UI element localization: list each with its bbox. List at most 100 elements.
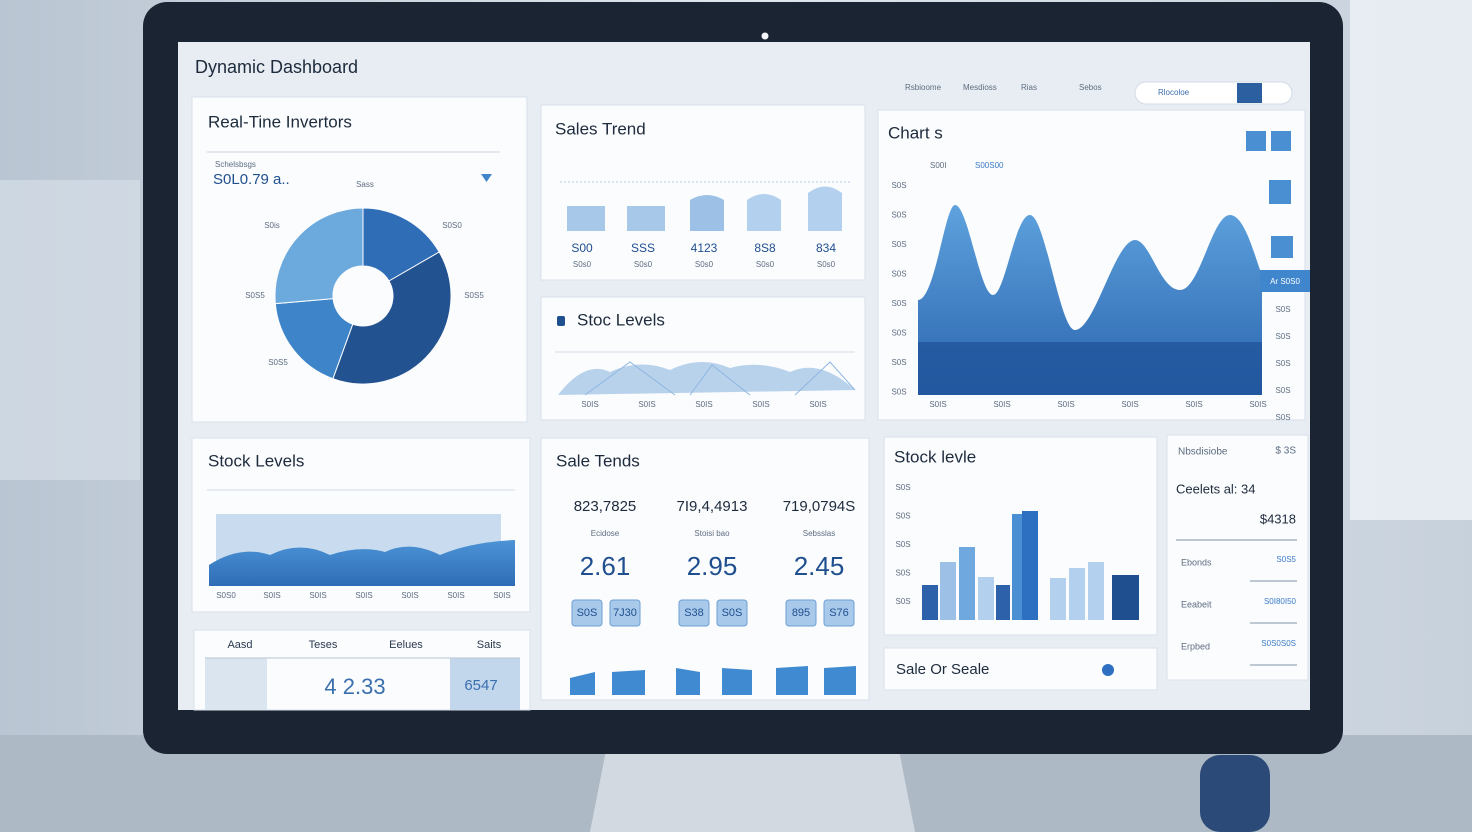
metric-sub: Ecidose — [591, 529, 620, 538]
metric-big: 2.45 — [794, 551, 845, 581]
axis-label: S0IS — [1185, 400, 1202, 409]
axis-label: S0S — [895, 512, 910, 521]
axis-label: S0S0 — [216, 591, 236, 600]
axis-label: S0IS — [447, 591, 464, 600]
bar-shape — [690, 195, 724, 231]
table-cell: 6547 — [464, 677, 497, 694]
panel-sales-trend — [540, 104, 866, 281]
axis-label: S0IS — [263, 591, 280, 600]
panel-title: Real-Tine Invertors — [208, 112, 352, 131]
bar-group — [922, 511, 1139, 620]
shelf — [0, 180, 140, 480]
window — [1350, 0, 1472, 520]
nav-item[interactable]: Rias — [1021, 83, 1037, 92]
axis-label: S0S — [895, 483, 910, 492]
row-value: S0S0S0S — [1261, 639, 1296, 648]
nav-item[interactable]: Sebos — [1079, 83, 1102, 92]
icon-button[interactable] — [1269, 180, 1291, 204]
panel-title: Stoc Levels — [577, 310, 665, 329]
axis-label: S0IS — [993, 400, 1010, 409]
chip — [823, 599, 855, 627]
side-badge: $ 3S — [1275, 446, 1296, 457]
bar-shape — [1069, 568, 1085, 620]
side-line: Ceelets al: 34 — [1176, 481, 1256, 496]
area-band — [918, 342, 1262, 395]
donut-segment — [332, 251, 452, 385]
camera — [761, 32, 769, 40]
trend-value: 4123 — [691, 241, 718, 255]
metric-big: 2.61 — [580, 551, 631, 581]
tooltip-text: Ar S0S0 — [1270, 277, 1300, 286]
metric-sub: Sebsslas — [803, 529, 835, 538]
trend-value: 8S8 — [754, 241, 776, 255]
chip-label: S0S — [722, 607, 743, 619]
donut-label: Sass — [356, 180, 374, 189]
mini-bars — [570, 666, 856, 695]
area-shape — [558, 361, 855, 395]
panel-title: Chart s — [888, 123, 943, 142]
trend-value: SSS — [631, 241, 655, 255]
donut-label: S0S0 — [442, 221, 462, 230]
axis-label: S0S — [1275, 386, 1290, 395]
chip — [785, 599, 817, 627]
icon — [1102, 664, 1114, 676]
bar-shape — [1012, 514, 1022, 620]
search-text: Rlocoloe — [1158, 88, 1190, 97]
donut-segment — [274, 298, 354, 380]
panel-title: Stock Levels — [208, 451, 304, 470]
axis-label: S0S — [891, 270, 906, 279]
trend-label: S0s0 — [573, 260, 592, 269]
axis-label: S0IS — [638, 400, 655, 409]
bar-shape — [922, 585, 938, 620]
trend-label: S0s0 — [756, 260, 775, 269]
donut-label: S0S5 — [245, 291, 265, 300]
chip — [571, 599, 603, 627]
kpi-value: S0L0.79 a.. — [213, 171, 290, 188]
panel-title: Sale Tends — [556, 451, 640, 470]
bar-shape — [978, 577, 994, 620]
chip-label: S0S — [577, 607, 598, 619]
panel-title: Sale Or Seale — [896, 661, 989, 678]
axis-label: S0S — [891, 181, 906, 190]
bar-shape — [1088, 562, 1104, 620]
panel-stoc-levels — [540, 296, 866, 421]
chip-label: 7J30 — [613, 607, 637, 619]
axis-label: S0S — [895, 540, 910, 549]
axis-label: S0IS — [1057, 400, 1074, 409]
axis-label: S0IS — [493, 591, 510, 600]
tooltip — [1260, 270, 1310, 292]
row-value: S0S5 — [1276, 555, 1296, 564]
table-header: Eelues — [389, 639, 423, 651]
icon-button[interactable] — [1246, 131, 1266, 151]
panel-sale-tends — [540, 437, 870, 701]
table-header: Aasd — [227, 639, 252, 651]
metric-top: 719,0794S — [783, 498, 856, 515]
axis-label: S0S — [895, 569, 910, 578]
bar-shape — [959, 547, 975, 620]
vase — [1200, 755, 1270, 832]
axis-label: S0S — [891, 299, 906, 308]
nav-item[interactable]: Mesdioss — [963, 83, 997, 92]
axis-label: S0S — [1275, 305, 1290, 314]
axis-label: S0S — [1275, 413, 1290, 422]
axis-label: S0S — [891, 329, 906, 338]
trend-value: 834 — [816, 241, 836, 255]
dropdown-icon[interactable] — [481, 174, 492, 182]
kpi-label: Schelsbsgs — [215, 160, 256, 169]
bar-shape — [1050, 578, 1066, 620]
nav-item[interactable]: Rsbioome — [905, 83, 942, 92]
search-button[interactable] — [1237, 83, 1262, 103]
icon-button[interactable] — [1271, 236, 1293, 258]
axis-label: S0IS — [752, 400, 769, 409]
chip-label: S38 — [684, 607, 704, 619]
axis-label: S0S — [1275, 359, 1290, 368]
panel-title: Sales Trend — [555, 119, 646, 138]
table-cell-bg — [450, 658, 520, 710]
donut-label: S0S5 — [464, 291, 484, 300]
bar-shape — [940, 562, 956, 620]
donut-segment — [274, 207, 364, 305]
axis-label: S0IS — [695, 400, 712, 409]
icon-button[interactable] — [1271, 131, 1291, 151]
